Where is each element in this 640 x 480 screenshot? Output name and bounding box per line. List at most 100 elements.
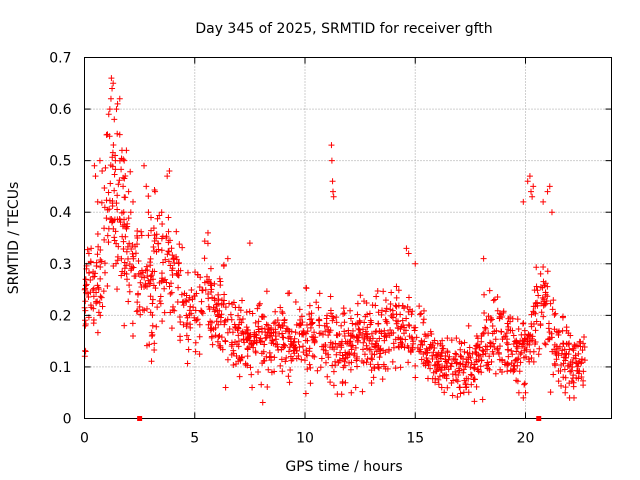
- data-point: [196, 321, 203, 328]
- data-point: [139, 306, 146, 313]
- data-point: [379, 307, 386, 314]
- data-point: [99, 303, 106, 310]
- data-point: [134, 291, 141, 298]
- data-point: [242, 361, 249, 368]
- data-point: [221, 291, 228, 298]
- data-point: [401, 305, 408, 312]
- data-point: [112, 166, 119, 173]
- data-point: [353, 355, 360, 362]
- data-point: [454, 393, 461, 400]
- data-point: [121, 265, 128, 272]
- data-point: [416, 348, 423, 355]
- data-point: [240, 337, 247, 344]
- data-point: [560, 313, 567, 320]
- data-point: [316, 317, 323, 324]
- data-point: [151, 268, 158, 275]
- data-point: [581, 333, 588, 340]
- data-point: [238, 354, 245, 361]
- data-point: [485, 361, 492, 368]
- data-point: [429, 339, 436, 346]
- data-point: [125, 298, 132, 305]
- data-point: [444, 359, 451, 366]
- data-point: [314, 367, 321, 374]
- data-point: [129, 242, 136, 249]
- data-point: [541, 298, 548, 305]
- data-point: [465, 359, 472, 366]
- data-point: [363, 342, 370, 349]
- data-point: [114, 100, 121, 107]
- data-point: [522, 353, 529, 360]
- data-point: [187, 303, 194, 310]
- data-point: [165, 248, 172, 255]
- data-point: [389, 307, 396, 314]
- data-point: [354, 300, 361, 307]
- data-point: [85, 270, 92, 277]
- data-point: [470, 364, 477, 371]
- data-point: [551, 326, 558, 333]
- data-point: [477, 363, 484, 370]
- data-point: [165, 258, 172, 265]
- data-point: [544, 268, 551, 275]
- data-point: [152, 285, 159, 292]
- data-point: [148, 329, 155, 336]
- data-point: [255, 302, 262, 309]
- data-point: [283, 325, 290, 332]
- data-point: [181, 290, 188, 297]
- data-point: [444, 384, 451, 391]
- data-point: [541, 282, 548, 289]
- data-point: [465, 322, 472, 329]
- data-point: [247, 364, 254, 371]
- data-point: [302, 390, 309, 397]
- data-point: [457, 390, 464, 397]
- data-point: [549, 306, 556, 313]
- data-point: [522, 389, 529, 396]
- data-point: [95, 309, 102, 316]
- data-point: [548, 209, 555, 216]
- data-point: [550, 297, 557, 304]
- data-point: [431, 344, 438, 351]
- data-point: [82, 348, 89, 355]
- data-point: [111, 187, 118, 194]
- data-point: [204, 229, 211, 236]
- data-point: [196, 333, 203, 340]
- data-point: [456, 338, 463, 345]
- data-point: [484, 346, 491, 353]
- data-point: [428, 331, 435, 338]
- data-point: [121, 175, 128, 182]
- data-point: [268, 332, 275, 339]
- data-point: [439, 342, 446, 349]
- data-point: [397, 336, 404, 343]
- data-point: [463, 356, 470, 363]
- data-point: [348, 389, 355, 396]
- data-point: [214, 338, 221, 345]
- data-point: [150, 276, 157, 283]
- data-point: [111, 234, 118, 241]
- data-point: [82, 276, 89, 283]
- data-point: [105, 189, 112, 196]
- data-point: [496, 343, 503, 350]
- data-point: [145, 277, 152, 284]
- data-point: [373, 338, 380, 345]
- data-point: [521, 381, 528, 388]
- data-point: [279, 330, 286, 337]
- data-point: [282, 342, 289, 349]
- data-point: [209, 341, 216, 348]
- data-point: [517, 338, 524, 345]
- data-point: [165, 228, 172, 235]
- data-point: [279, 323, 286, 330]
- data-point: [524, 178, 531, 185]
- data-point: [82, 282, 89, 289]
- data-point: [265, 366, 272, 373]
- data-point: [292, 329, 299, 336]
- data-point: [375, 342, 382, 349]
- data-point: [504, 341, 511, 348]
- data-point: [258, 350, 265, 357]
- data-point: [497, 311, 504, 318]
- data-point: [192, 269, 199, 276]
- data-point: [530, 358, 537, 365]
- data-point: [509, 351, 516, 358]
- data-point: [130, 198, 137, 205]
- data-point: [382, 349, 389, 356]
- data-point: [517, 351, 524, 358]
- data-point: [88, 245, 95, 252]
